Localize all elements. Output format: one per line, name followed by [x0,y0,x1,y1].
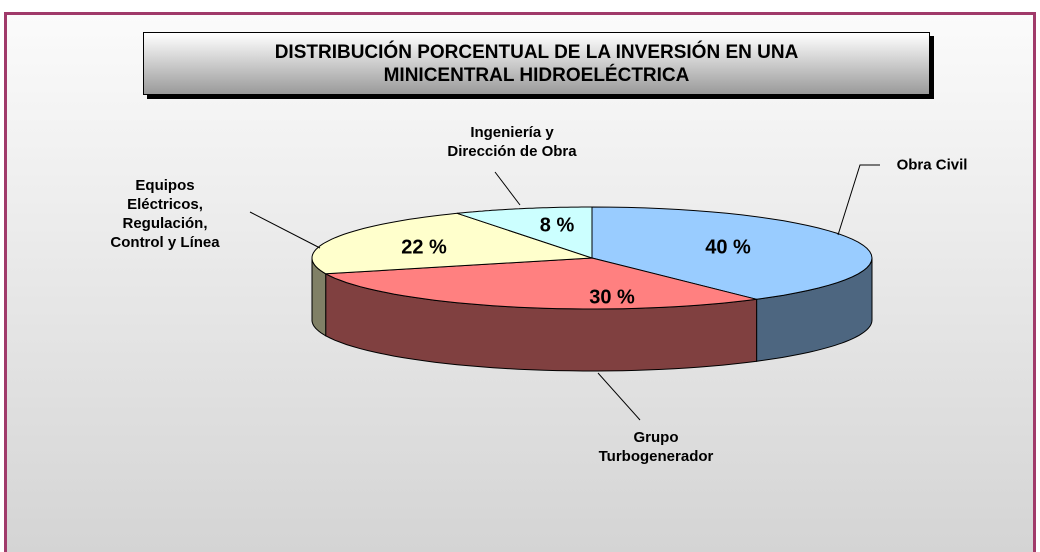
leader-line [249,211,321,249]
leader-line [494,171,521,206]
slice [323,257,757,310]
value-label: 40 % [705,236,751,259]
value-label: 8 % [539,214,575,237]
value-label: 22 % [401,236,447,259]
slice [311,212,593,275]
slice [591,206,873,300]
category-label: Obra Civil [896,156,968,174]
leader-line [837,164,880,236]
leader-line [597,372,641,421]
category-label: Grupo Turbogenerador [598,429,714,465]
slice [456,206,593,259]
value-label: 30 % [589,286,635,309]
category-label: Ingeniería y Dirección de Obra [447,124,577,160]
chart-title: DISTRIBUCIÓN PORCENTUAL DE LA INVERSIÓN … [143,32,930,95]
category-label: Equipos Eléctricos, Regulación, Control … [110,177,220,251]
